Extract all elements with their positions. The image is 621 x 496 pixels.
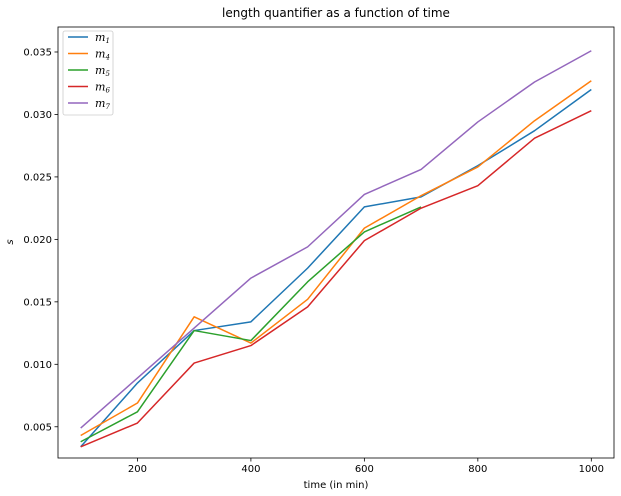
plot-area [57,26,615,459]
legend: m1 m4 m5 m6 m7 [62,30,114,116]
x-tick-label: 400 [241,464,260,475]
legend-label: m4 [95,48,110,62]
series-line-m5 [80,206,422,443]
series-layer [80,50,592,448]
x-tick-label: 800 [468,464,487,475]
series-line-m6 [80,110,592,448]
series-line-m7 [80,50,592,429]
x-tick-label: 1000 [579,464,604,475]
x-tick-label: 200 [128,464,147,475]
y-tick-label: 0.030 [23,110,52,121]
y-tick-label: 0.025 [23,172,52,183]
legend-box [62,30,114,116]
y-axis: 0.005 0.010 0.015 0.020 0.025 0.030 0.035 [23,47,58,433]
y-axis-label: s [5,239,16,244]
y-tick-label: 0.015 [23,297,52,308]
y-tick-label: 0.010 [23,360,52,371]
series-line-m4 [80,80,592,437]
y-tick-label: 0.005 [23,422,52,433]
legend-label: m7 [95,97,110,111]
y-tick-label: 0.020 [23,235,52,246]
series-line-m1 [80,88,592,448]
legend-label: m1 [95,31,110,45]
x-tick-label: 600 [355,464,374,475]
legend-label: m6 [95,81,110,95]
y-tick-label: 0.035 [23,47,52,58]
x-axis: 200 400 600 800 1000 [128,458,604,475]
legend-label: m5 [95,64,110,78]
x-axis-label: time (in min) [304,480,369,491]
chart-title: length quantifier as a function of time [222,6,450,20]
